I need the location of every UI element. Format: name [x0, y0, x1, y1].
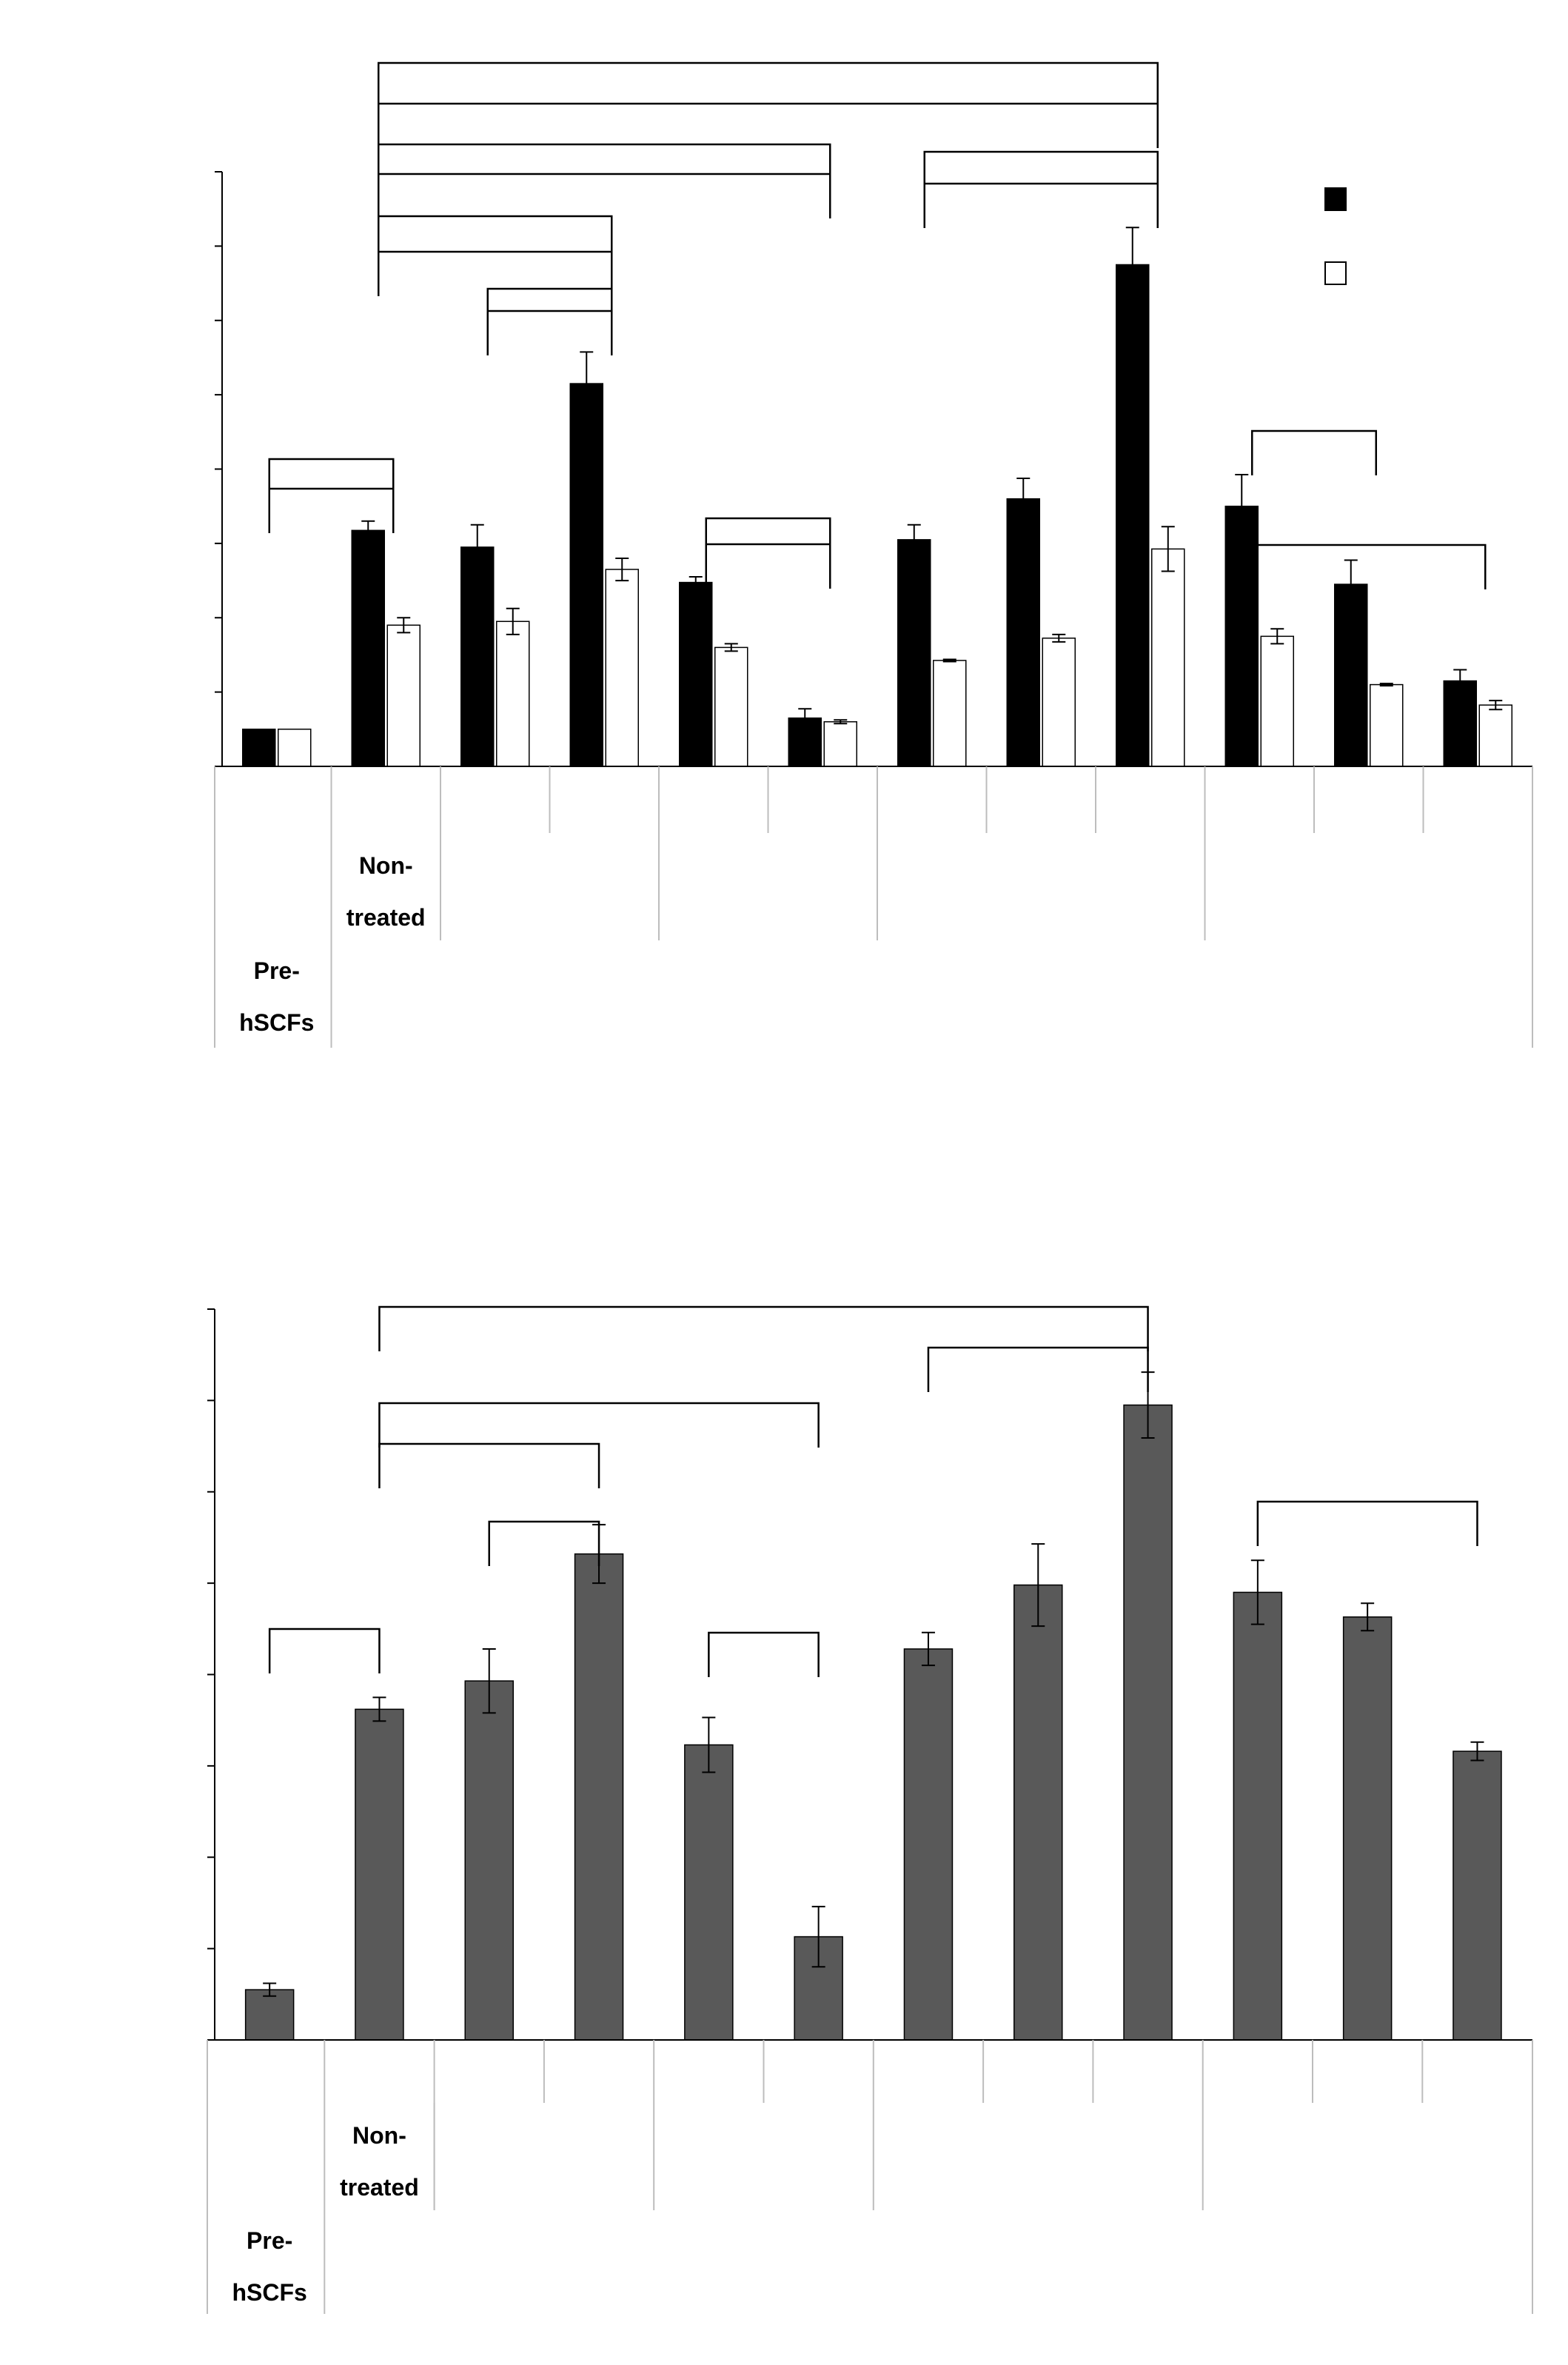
significance-bracket [378, 1305, 1149, 1351]
group-label: treated [346, 904, 426, 931]
significance-bracket [488, 1520, 600, 1566]
bar-adiponectin [1123, 1404, 1173, 2041]
legend-swatch-adipoq [1324, 261, 1347, 285]
significance-bracket [268, 1628, 381, 1673]
bar-pparγ [1116, 264, 1150, 767]
significance-bracket [1251, 543, 1487, 589]
bar-adipoq [1042, 638, 1076, 767]
bar-adiponectin [1342, 1616, 1393, 2041]
bar-pparγ [1334, 583, 1368, 767]
panel-b: Non-treated Pre-hSCFs [207, 1305, 1533, 2314]
group-label: Non- [359, 852, 413, 879]
bar-adipoq [933, 660, 967, 767]
significance-bracket [268, 458, 395, 504]
significance-bracket [1251, 429, 1377, 475]
bar-adiponectin [464, 1680, 514, 2041]
legend-swatch-pparγ [1324, 187, 1347, 211]
pre-hscfs-label: Pre- [247, 2227, 292, 2254]
bar-adiponectin [903, 1648, 954, 2041]
significance-bracket [927, 1346, 1149, 1392]
significance-bracket [1256, 1500, 1478, 1546]
bar-adipoq [823, 721, 857, 767]
significance-bracket [378, 215, 613, 261]
significance-bracket [378, 143, 831, 189]
bar-adiponectin [355, 1708, 404, 2041]
bar-pparγ [1443, 680, 1477, 767]
significance-bracket [378, 102, 1159, 148]
bar-pparγ [679, 581, 713, 767]
significance-bracket [378, 1442, 600, 1488]
bar-pparγ [460, 546, 495, 767]
bar-adipoq [278, 729, 312, 767]
significance-bracket [705, 543, 831, 589]
bar-adiponectin [1453, 1750, 1502, 2041]
bar-adipoq [496, 620, 530, 767]
bar-adipoq [1151, 548, 1185, 767]
bar-pparγ [242, 729, 276, 767]
significance-bracket [705, 517, 831, 563]
bar-pparγ [351, 529, 385, 767]
bar-adipoq [605, 569, 639, 767]
bar-adiponectin [574, 1553, 624, 2041]
bar-adipoq [1478, 704, 1512, 767]
group-label: Non- [352, 2122, 406, 2149]
bar-pparγ [569, 383, 603, 767]
bar-adiponectin [1013, 1584, 1063, 2041]
bar-adiponectin [244, 1989, 295, 2041]
panel-a: Non-treated Pre-hSCFs [214, 61, 1533, 1048]
significance-bracket [923, 182, 1159, 228]
bar-adiponectin [684, 1744, 734, 2041]
bar-adiponectin [1233, 1591, 1283, 2041]
bar-adipoq [386, 624, 421, 767]
significance-bracket [268, 487, 395, 533]
significance-bracket [378, 250, 613, 296]
significance-bracket [378, 1402, 820, 1448]
pre-hscfs-label: hSCFs [232, 2279, 306, 2306]
bar-pparγ [897, 539, 931, 767]
significance-bracket [378, 61, 1159, 107]
significance-bracket [378, 173, 831, 218]
pre-hscfs-label: Pre- [254, 957, 300, 984]
significance-bracket [708, 1631, 820, 1677]
significance-bracket [923, 150, 1159, 196]
bar-adipoq [1370, 683, 1404, 767]
pre-hscfs-label: hSCFs [239, 1009, 314, 1036]
group-label: treated [340, 2174, 419, 2201]
bar-adipoq [714, 646, 748, 767]
bar-adipoq [1260, 635, 1294, 767]
significance-bracket [486, 310, 613, 355]
bar-pparγ [1006, 498, 1040, 767]
